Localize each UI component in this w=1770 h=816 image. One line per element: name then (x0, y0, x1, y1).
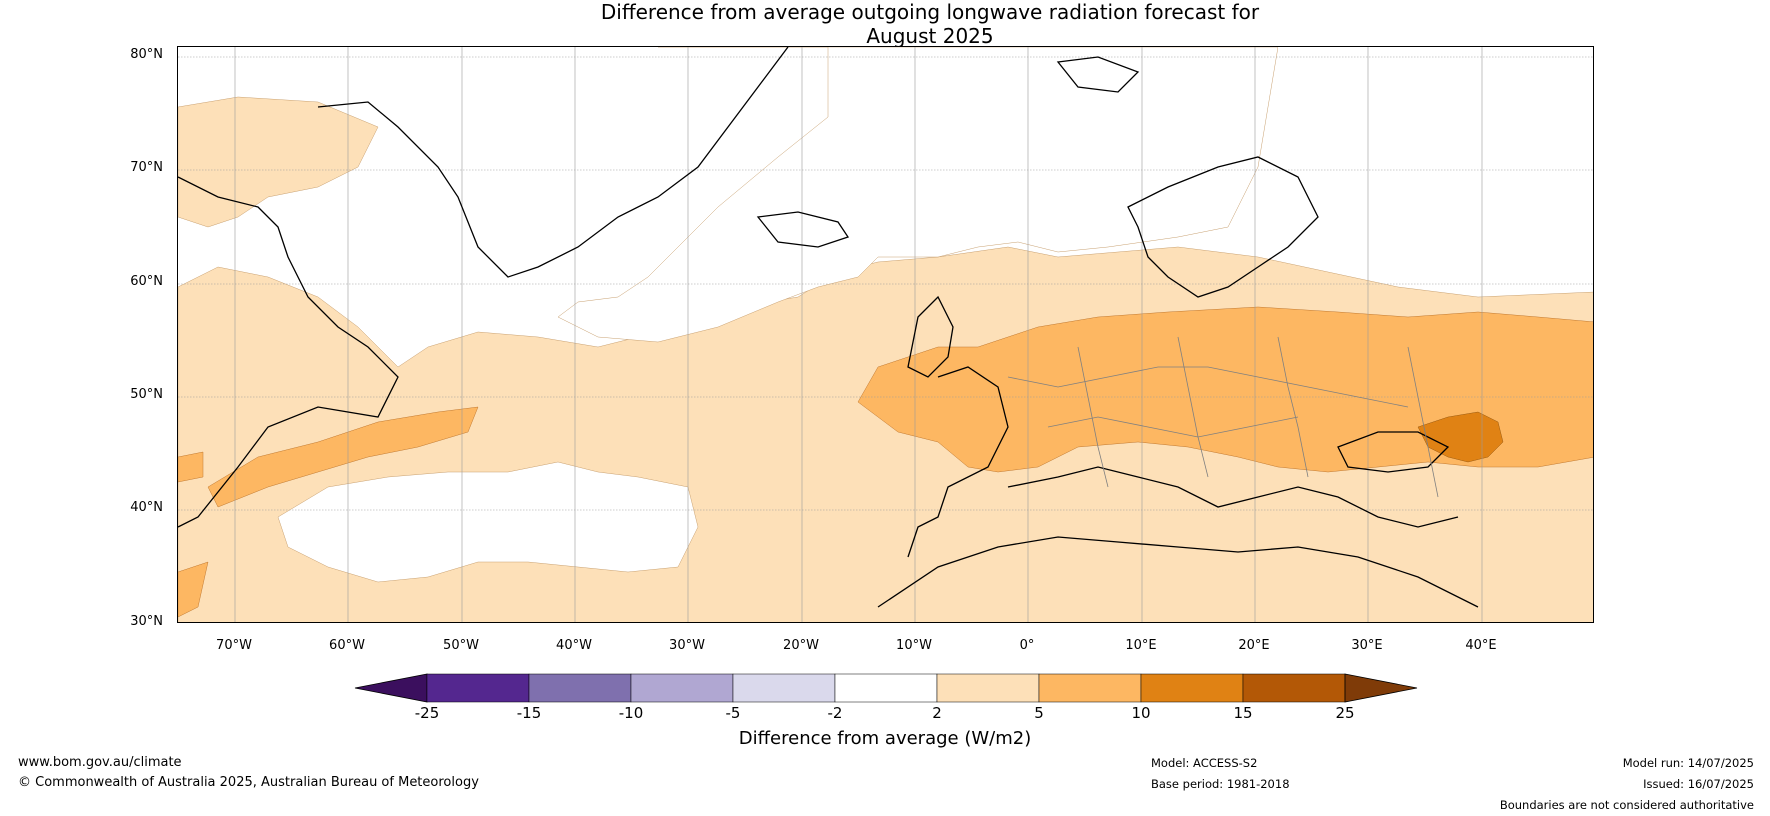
lat-label-70n: 70°N (130, 160, 163, 175)
coastline-scandinavia (1127, 156, 1319, 298)
colorbar-segment (834, 673, 938, 703)
anomaly-region-5-10 (857, 306, 1593, 473)
colorbar-segment (1038, 673, 1142, 703)
colorbar-tick: -25 (414, 704, 440, 722)
colorbar-extend-low (354, 673, 428, 703)
colorbar-tick: -15 (516, 704, 542, 722)
colorbar-extend-high (1344, 673, 1418, 703)
colorbar-tick: -2 (827, 704, 843, 722)
lon-label-40e: 40°E (1465, 638, 1497, 653)
coastline-iceland (756, 211, 850, 248)
coastline-greenland (317, 47, 789, 278)
colorbar-segment (426, 673, 530, 703)
colorbar-tick: 5 (1034, 704, 1044, 722)
website-link[interactable]: www.bom.gov.au/climate (18, 755, 182, 770)
coastlines (178, 47, 1479, 608)
lon-label-50w: 50°W (443, 638, 479, 653)
lon-label-70w: 70°W (216, 638, 252, 653)
base-period-text: Base period: 1981-2018 (1151, 777, 1290, 791)
lat-label-80n: 80°N (130, 47, 163, 62)
colorbar-segment (732, 673, 836, 703)
lon-label-20w: 20°W (783, 638, 819, 653)
model-text: Model: ACCESS-S2 (1151, 756, 1258, 770)
map-title: Difference from average outgoing longwav… (0, 0, 1770, 48)
lon-label-30w: 30°W (669, 638, 705, 653)
map-panel (177, 46, 1594, 623)
lon-label-20e: 20°E (1238, 638, 1270, 653)
issued-text: Issued: 16/07/2025 (1643, 777, 1754, 791)
country-borders (1007, 336, 1439, 498)
anomaly-region-2-5 (178, 96, 379, 228)
coastline-north-america (178, 176, 399, 528)
colorbar-tick: 15 (1233, 704, 1253, 722)
anomaly-region-neutral (1278, 47, 1593, 262)
colorbar-tick: -10 (618, 704, 644, 722)
colorbar-segment (528, 673, 632, 703)
graticule (178, 56, 1593, 511)
lon-label-10e: 10°E (1125, 638, 1157, 653)
anomaly-region-5-10 (207, 406, 479, 508)
colorbar-segment (1242, 673, 1346, 703)
anomaly-region-neutral (557, 47, 1279, 343)
lat-label-50n: 50°N (130, 387, 163, 402)
lon-label-30e: 30°E (1351, 638, 1383, 653)
colorbar-segment (1140, 673, 1244, 703)
model-run-text: Model run: 14/07/2025 (1622, 756, 1754, 770)
lon-label-40w: 40°W (556, 638, 592, 653)
colorbar-segment (936, 673, 1040, 703)
colorbar-label: Difference from average (W/m2) (738, 728, 1032, 749)
coastline-north-africa (877, 536, 1479, 608)
anomaly-region-neutral (388, 57, 558, 122)
coastline-mediterranean (1007, 466, 1459, 528)
lon-label-0: 0° (1019, 638, 1035, 653)
disclaimer-text: Boundaries are not considered authoritat… (1499, 798, 1754, 812)
copyright-text: © Commonwealth of Australia 2025, Austra… (18, 775, 479, 790)
colorbar-segment (630, 673, 734, 703)
colorbar-tick: 2 (932, 704, 942, 722)
colorbar-tick: 10 (1131, 704, 1151, 722)
colorbar-tick: -5 (725, 704, 741, 722)
coastline-uk (907, 295, 954, 378)
colorbar (354, 673, 1418, 703)
lat-label-60n: 60°N (130, 274, 163, 289)
coastline-europe-west (907, 366, 1009, 558)
anomaly-region-5-10 (178, 451, 204, 483)
lon-label-60w: 60°W (329, 638, 365, 653)
lat-label-40n: 40°N (130, 500, 163, 515)
anomaly-map (178, 47, 1593, 622)
coastline-svalbard (1056, 56, 1140, 93)
map-title-line2: August 2025 (866, 24, 994, 48)
meridians (234, 47, 1483, 622)
lat-label-30n: 30°N (130, 614, 163, 629)
colorbar-tick: 25 (1335, 704, 1355, 722)
coastline-black-sea (1337, 431, 1450, 473)
map-title-line1: Difference from average outgoing longwav… (600, 0, 1260, 24)
lon-label-10w: 10°W (896, 638, 932, 653)
anomaly-region-5-10 (178, 561, 209, 618)
